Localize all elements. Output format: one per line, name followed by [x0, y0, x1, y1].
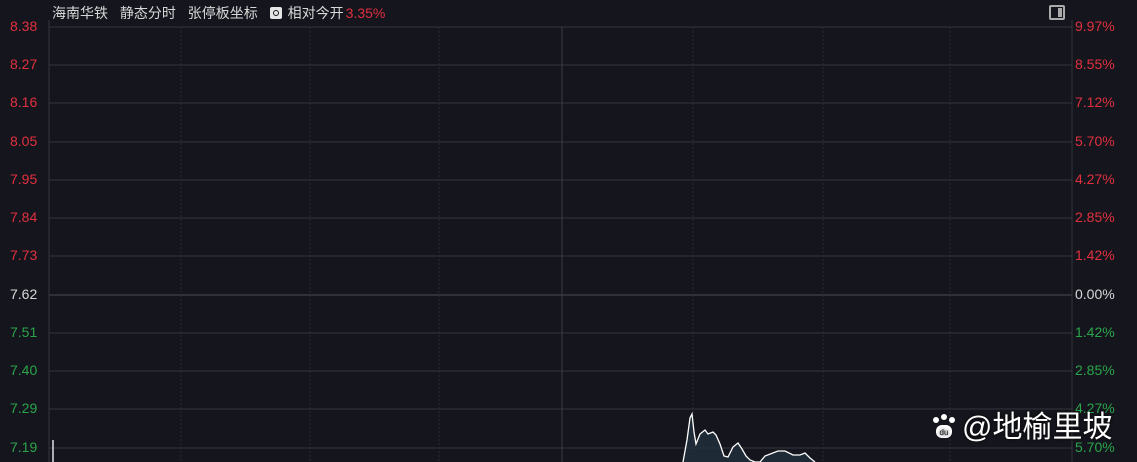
- percent-tick: 1.42%: [1075, 247, 1115, 263]
- camera-icon[interactable]: [269, 7, 282, 19]
- percent-tick: 0.00%: [1075, 286, 1115, 302]
- baidu-paw-icon: du: [933, 414, 955, 438]
- price-tick: 7.40: [10, 362, 38, 378]
- price-tick: 7.73: [10, 247, 38, 263]
- percent-tick: 7.12%: [1075, 94, 1115, 110]
- price-tick: 7.29: [10, 400, 38, 416]
- price-tick: 7.19: [10, 439, 38, 455]
- price-tick: 8.27: [10, 56, 38, 72]
- percent-tick: 8.55%: [1075, 56, 1115, 72]
- price-tick: 8.16: [10, 94, 38, 110]
- percent-tick: 2.85%: [1075, 362, 1115, 378]
- price-tick: 8.05: [10, 133, 38, 149]
- watermark: du @地榆里坡: [930, 402, 1112, 446]
- relative-label: 相对今开: [287, 5, 344, 21]
- price-area: [683, 414, 815, 462]
- percent-tick: 5.70%: [1075, 439, 1115, 455]
- percent-tick: 4.27%: [1075, 171, 1115, 187]
- percent-tick: 1.42%: [1075, 324, 1115, 340]
- stock-name: 海南华铁: [52, 5, 108, 21]
- price-line: [682, 411, 816, 462]
- price-tick: 7.84: [10, 209, 38, 225]
- percent-tick: 5.70%: [1075, 133, 1115, 149]
- chart-header: 海南华铁 静态分时 张停板坐标 相对今开 3.35%: [52, 3, 393, 23]
- axis-mode-label[interactable]: 张停板坐标: [187, 5, 258, 21]
- price-tick: 7.95: [10, 171, 38, 187]
- watermark-text: @地榆里坡: [962, 411, 1113, 444]
- svg-text:du: du: [940, 428, 949, 437]
- percent-tick: 9.97%: [1075, 18, 1115, 34]
- percent-tick: 4.27%: [1075, 400, 1115, 416]
- price-tick: 7.51: [10, 324, 38, 340]
- mode-label[interactable]: 静态分时: [119, 5, 176, 21]
- price-tick: 8.38: [10, 18, 38, 34]
- panel-toggle-icon[interactable]: [1049, 5, 1065, 20]
- price-tick: 7.62: [10, 286, 38, 302]
- relative-value: 3.35%: [345, 5, 386, 21]
- percent-tick: 2.85%: [1075, 209, 1115, 225]
